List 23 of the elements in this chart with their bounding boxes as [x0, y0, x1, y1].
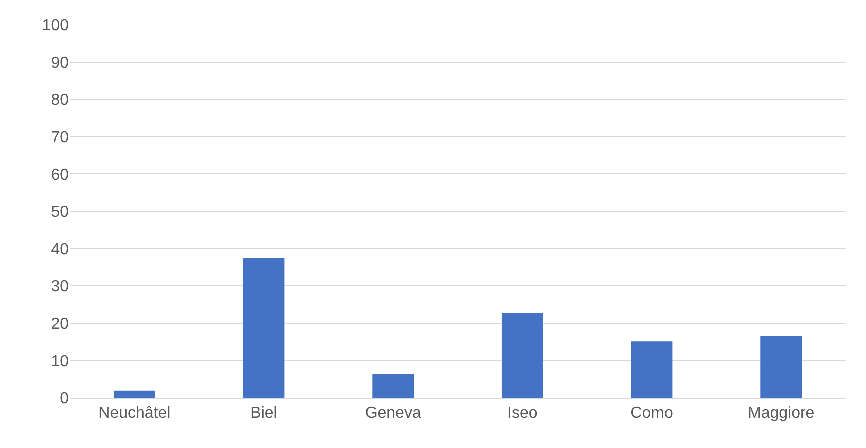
y-tick-label: 0 [60, 390, 70, 408]
y-tick-label: 80 [51, 92, 70, 110]
x-tick-label: Geneva [365, 405, 422, 422]
bar [760, 336, 802, 398]
bar [631, 342, 673, 398]
y-tick-label: 30 [51, 278, 70, 296]
bar [372, 374, 414, 398]
y-tick-label: 20 [51, 316, 70, 333]
y-tick-label: 10 [51, 353, 70, 370]
bar [114, 390, 156, 398]
y-tick-label: 70 [51, 130, 70, 146]
x-tick-label: Iseo [508, 405, 538, 422]
y-tick-label: 60 [51, 166, 70, 184]
x-tick-label: Como [630, 405, 674, 422]
bar [243, 258, 285, 398]
x-tick-label: Maggiore [748, 405, 815, 422]
y-tick-label: 50 [51, 204, 70, 222]
y-tick-label: 100 [42, 18, 70, 35]
y-tick-label: 40 [51, 241, 70, 258]
bar [502, 313, 544, 398]
x-tick-label: Neuchâtel [98, 405, 171, 422]
y-tick-label: 90 [51, 54, 70, 72]
x-tick-label: Biel [250, 405, 278, 422]
